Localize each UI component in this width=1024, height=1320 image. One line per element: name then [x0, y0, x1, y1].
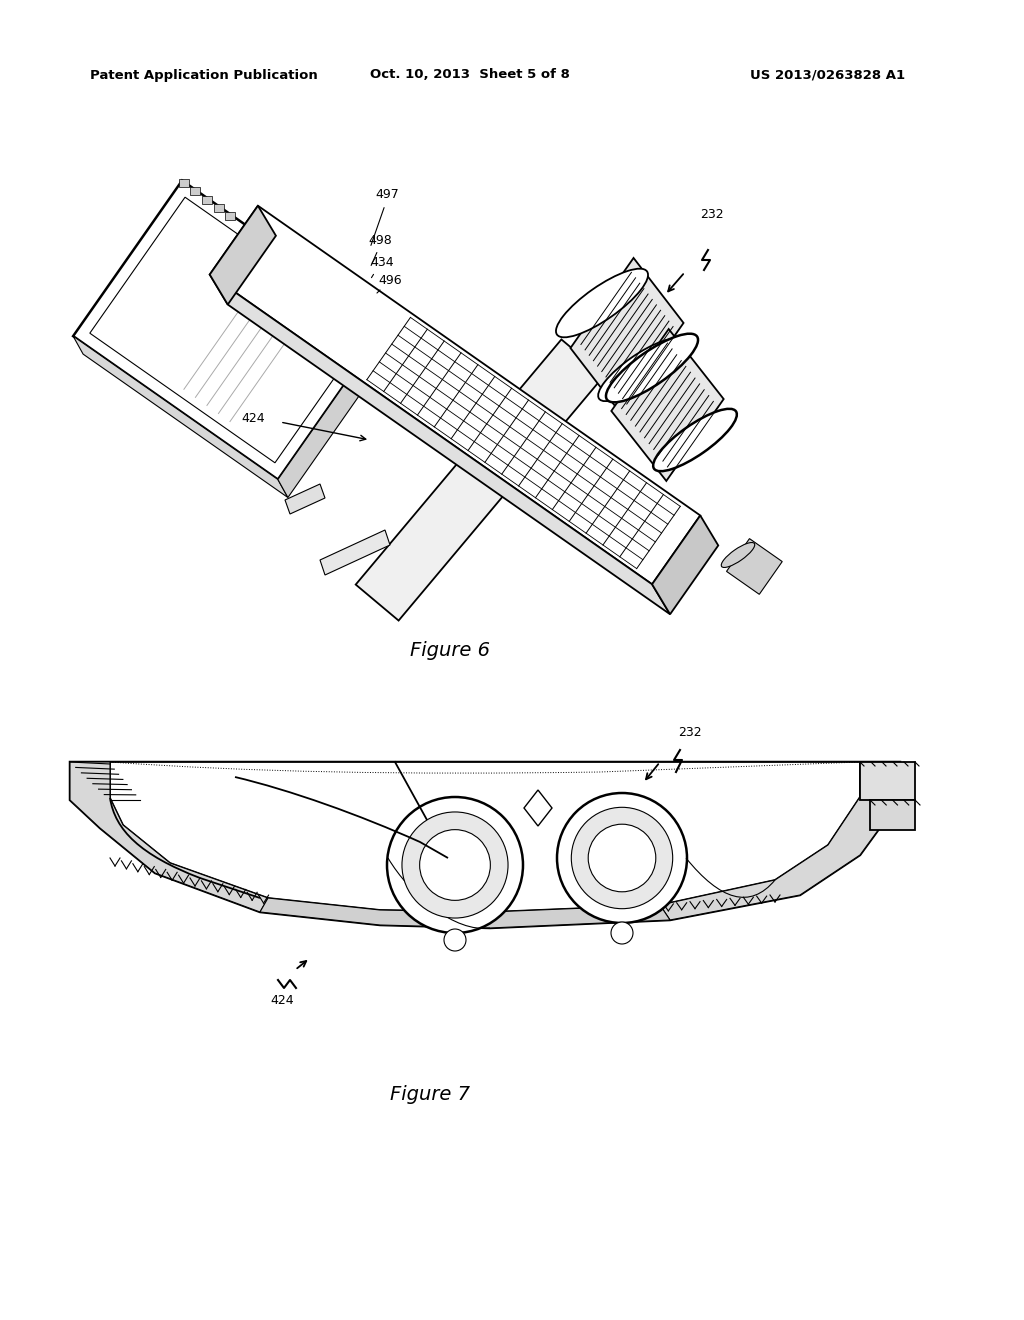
Polygon shape: [570, 257, 684, 413]
Polygon shape: [611, 329, 724, 480]
Polygon shape: [210, 206, 275, 305]
Polygon shape: [225, 211, 236, 219]
Polygon shape: [210, 206, 700, 585]
Ellipse shape: [611, 921, 633, 944]
Polygon shape: [179, 180, 188, 187]
Ellipse shape: [402, 812, 508, 917]
Text: Figure 7: Figure 7: [390, 1085, 470, 1105]
Ellipse shape: [387, 797, 523, 933]
Text: 434: 434: [370, 256, 393, 268]
Polygon shape: [70, 762, 268, 912]
Text: US 2013/0263828 A1: US 2013/0263828 A1: [750, 69, 905, 82]
Polygon shape: [524, 789, 552, 826]
Ellipse shape: [606, 334, 698, 403]
Text: 232: 232: [700, 209, 724, 222]
Polygon shape: [70, 762, 900, 928]
Ellipse shape: [556, 269, 648, 338]
Ellipse shape: [721, 543, 755, 568]
Text: Oct. 10, 2013  Sheet 5 of 8: Oct. 10, 2013 Sheet 5 of 8: [370, 69, 570, 82]
Polygon shape: [727, 539, 782, 594]
Polygon shape: [90, 197, 370, 463]
Polygon shape: [278, 323, 397, 498]
Text: 496: 496: [378, 273, 401, 286]
Ellipse shape: [588, 824, 655, 892]
Text: Figure 6: Figure 6: [410, 640, 490, 660]
Ellipse shape: [653, 409, 737, 471]
Text: 424: 424: [270, 994, 294, 1006]
Text: 498: 498: [368, 234, 392, 247]
Text: Patent Application Publication: Patent Application Publication: [90, 69, 317, 82]
Polygon shape: [73, 181, 387, 479]
Polygon shape: [319, 531, 390, 576]
Ellipse shape: [598, 339, 682, 401]
Polygon shape: [210, 275, 670, 614]
Text: 497: 497: [375, 189, 398, 202]
Polygon shape: [870, 800, 915, 830]
Polygon shape: [190, 187, 201, 195]
Polygon shape: [355, 339, 604, 620]
Ellipse shape: [444, 929, 466, 950]
Text: 424: 424: [242, 412, 265, 425]
Text: 232: 232: [678, 726, 701, 738]
Polygon shape: [110, 762, 860, 912]
Ellipse shape: [557, 793, 687, 923]
Ellipse shape: [420, 830, 490, 900]
Polygon shape: [73, 337, 288, 498]
Polygon shape: [652, 516, 718, 614]
Ellipse shape: [571, 808, 673, 908]
Polygon shape: [860, 762, 915, 800]
Polygon shape: [214, 203, 223, 211]
Polygon shape: [260, 898, 670, 928]
Polygon shape: [202, 195, 212, 203]
Polygon shape: [285, 484, 325, 513]
Polygon shape: [660, 762, 900, 920]
